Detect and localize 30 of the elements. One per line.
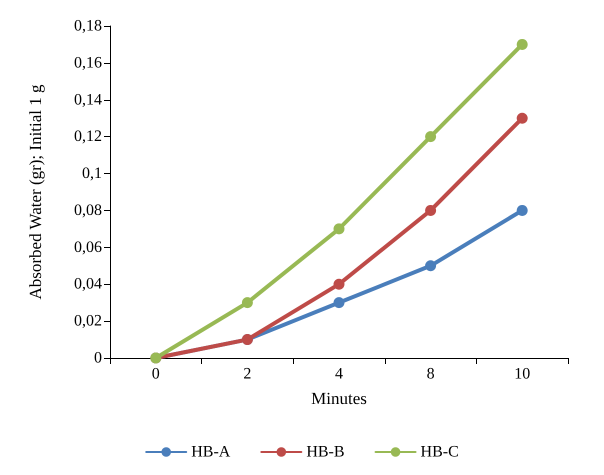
- legend-label: HB-A: [191, 444, 231, 460]
- x-tick-label: 10: [514, 366, 530, 382]
- point: [425, 131, 436, 142]
- legend-label: HB-C: [420, 444, 459, 460]
- point: [334, 278, 344, 290]
- y-tick-label: 0,06: [74, 238, 102, 256]
- point: [516, 112, 528, 124]
- legend-label: HB-B: [306, 444, 345, 460]
- y-tick-label: 0,16: [74, 54, 102, 72]
- x-tick-label: 2: [243, 366, 252, 382]
- y-tick-label: 0,08: [74, 202, 102, 219]
- y-axis-title: Absorbed Water (gr); Initial 1 g: [26, 84, 45, 300]
- x-axis-title: Minutes: [311, 389, 367, 408]
- point: [516, 204, 528, 216]
- point: [425, 204, 436, 216]
- point: [516, 38, 528, 50]
- point: [334, 297, 344, 308]
- x-tick-label: 0: [152, 366, 160, 382]
- point: [242, 297, 253, 308]
- x-tick-label: 8: [426, 366, 435, 382]
- y-tick-label: 0,14: [74, 91, 102, 108]
- y-tick-label: 0,12: [74, 128, 102, 146]
- point: [334, 223, 344, 234]
- y-tick-label: 0,1: [82, 165, 102, 182]
- y-tick-label: 0,04: [74, 276, 102, 293]
- y-tick-label: 0,02: [74, 312, 102, 330]
- x-tick-label: 4: [335, 366, 343, 382]
- y-tick-label: 0,18: [74, 18, 102, 34]
- y-tick-label: 0: [94, 350, 102, 366]
- point: [425, 260, 436, 272]
